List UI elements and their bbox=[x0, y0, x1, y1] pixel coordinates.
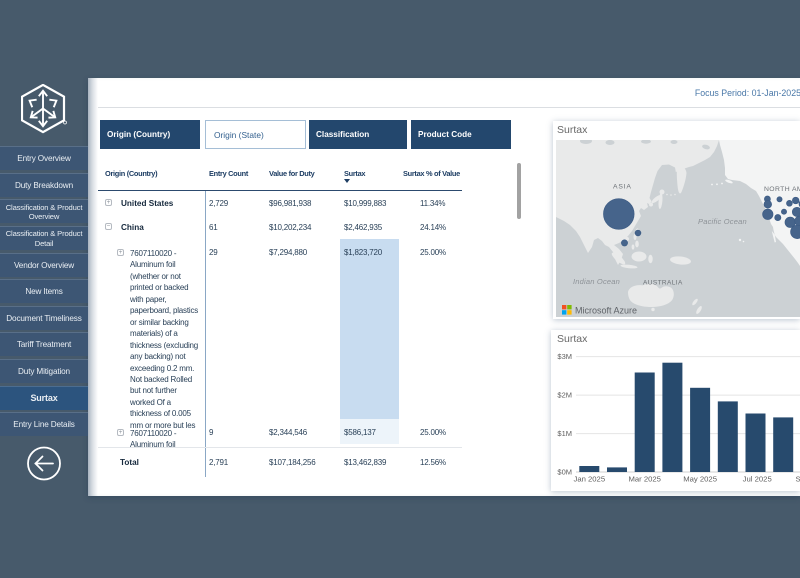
svg-text:$0M: $0M bbox=[557, 468, 572, 477]
svg-text:$2M: $2M bbox=[557, 391, 572, 400]
svg-text:AUSTRALIA: AUSTRALIA bbox=[643, 280, 683, 287]
svg-text:ASIA: ASIA bbox=[613, 184, 632, 191]
svg-text:NORTH AME: NORTH AME bbox=[764, 186, 800, 193]
svg-text:May 2025: May 2025 bbox=[683, 475, 717, 484]
svg-text:$3M: $3M bbox=[557, 352, 572, 361]
svg-text:Mar 2025: Mar 2025 bbox=[628, 475, 660, 484]
svg-text:Sep 2025: Sep 2025 bbox=[796, 475, 800, 484]
svg-text:$1M: $1M bbox=[557, 429, 572, 438]
svg-text:Indian Ocean: Indian Ocean bbox=[573, 277, 620, 286]
svg-text:Jul 2025: Jul 2025 bbox=[743, 475, 772, 484]
svg-text:Pacific Ocean: Pacific Ocean bbox=[698, 217, 747, 226]
svg-text:Microsoft Azure: Microsoft Azure bbox=[575, 306, 637, 316]
svg-text:Jan 2025: Jan 2025 bbox=[573, 475, 605, 484]
